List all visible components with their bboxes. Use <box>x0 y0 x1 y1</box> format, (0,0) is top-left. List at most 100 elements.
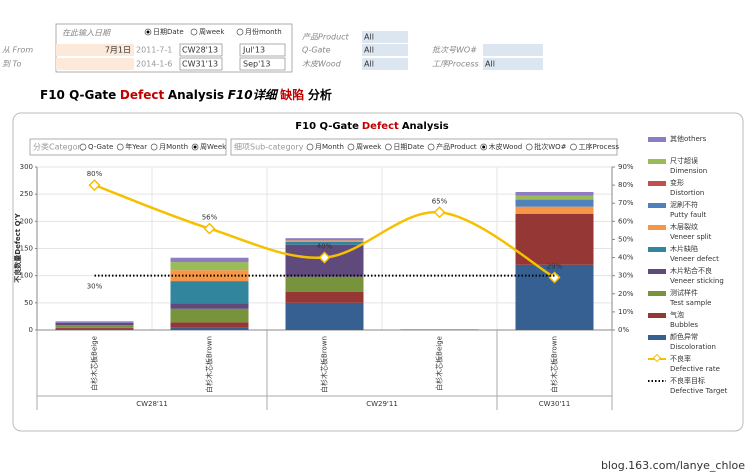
radio-button[interactable] <box>347 143 355 151</box>
y-tick-label: 150 <box>20 245 33 253</box>
legend-swatch <box>648 247 666 252</box>
y2-tick-label: 80% <box>618 181 634 189</box>
radio-label: 批次WO# <box>534 142 566 151</box>
radio-label: 日期Date <box>393 143 424 151</box>
legend-sublabel: Test sample <box>669 299 711 307</box>
bar-segment <box>170 327 249 330</box>
to-date-field[interactable] <box>56 58 134 70</box>
title-part: Defect <box>362 121 399 132</box>
filter-label: 产品Product <box>302 33 350 42</box>
line-marker <box>433 206 446 219</box>
legend-swatch <box>648 137 666 142</box>
sub-category-filter <box>230 138 618 156</box>
radio-button[interactable] <box>427 143 435 151</box>
filter-field[interactable] <box>483 44 543 56</box>
legend-sublabel: Veneer defect <box>670 255 719 263</box>
to-week-dropdown[interactable] <box>179 57 223 71</box>
bar-segment <box>285 276 364 292</box>
legend-marker <box>652 353 662 363</box>
filter-field[interactable] <box>483 58 543 70</box>
filter-field[interactable] <box>362 31 408 43</box>
radio-dot <box>482 145 486 149</box>
radio-button[interactable] <box>525 143 533 151</box>
legend-label: 气泡 <box>670 310 684 319</box>
to-week: CW31'13 <box>182 60 218 69</box>
data-label: 40% <box>317 243 333 251</box>
bar-segment <box>515 191 594 196</box>
line-marker <box>88 179 101 192</box>
filter-label: Q-Gate <box>302 46 331 55</box>
filter-value: All <box>364 46 374 55</box>
group-label: CW28'11 <box>136 400 168 408</box>
bar-segment <box>515 195 594 200</box>
title-part: 缺陷 <box>280 87 304 102</box>
legend-label: 尺寸超误 <box>670 156 698 165</box>
legend-label: 测试样件 <box>670 288 698 297</box>
radio-label: 工序Process <box>579 142 620 151</box>
radio-button[interactable] <box>116 143 124 151</box>
legend-swatch <box>648 159 666 164</box>
filter-label: 批次号WO# <box>432 46 477 55</box>
to-hint: 2014-1-6 <box>136 60 172 69</box>
legend-sublabel: Bubbles <box>670 321 698 329</box>
data-label: 56% <box>202 214 218 222</box>
radio-button[interactable] <box>306 143 314 151</box>
chart-title: F10 Q-Gate Defect Analysis <box>295 121 448 132</box>
filter-value: All <box>364 33 374 42</box>
y-tick-label: 50 <box>24 299 33 307</box>
from-month: Jul'13 <box>242 46 265 55</box>
radio-label: 年Year <box>125 142 147 151</box>
filter-label: 木皮Wood <box>302 60 342 69</box>
y2-tick-label: 60% <box>618 217 634 225</box>
radio-label: 月份month <box>245 27 282 36</box>
bar-segment <box>170 257 249 263</box>
to-month-dropdown[interactable] <box>239 57 286 71</box>
legend-label: 泥刷不符 <box>670 200 698 209</box>
title-part: Defect <box>120 88 165 102</box>
legend-swatch <box>648 225 666 230</box>
page-title: F10 Q-Gate Defect Analysis F10详细 缺陷 分析 <box>40 87 332 102</box>
legend-label: 木片缺陷 <box>670 244 698 253</box>
radio-button[interactable] <box>570 143 577 151</box>
y-axis-label: 不良数量Defect Q'Y <box>13 212 22 282</box>
radio-label: 周week <box>199 28 225 36</box>
bar-segment <box>285 302 364 330</box>
radio-button[interactable] <box>150 143 158 151</box>
title-part: 分析 <box>308 87 332 102</box>
y-tick-label: 100 <box>20 272 33 280</box>
category-label: 分类Category <box>33 142 86 152</box>
legend-swatch <box>648 269 666 274</box>
group-label: CW30'11 <box>539 400 571 408</box>
data-label: 65% <box>432 197 448 205</box>
radio-button[interactable] <box>236 28 244 36</box>
radio-button[interactable] <box>79 143 87 151</box>
y2-tick-label: 40% <box>618 254 634 262</box>
bar-segment <box>515 213 594 265</box>
bar-segment <box>55 321 134 323</box>
filter-field[interactable] <box>362 44 408 56</box>
y-tick-label: 250 <box>20 190 33 198</box>
radio-button[interactable] <box>385 143 392 151</box>
legend-label: 木片粘合不良 <box>670 266 712 275</box>
legend-sublabel: Defective Target <box>670 387 728 395</box>
sub-category-label: 细项Sub-category <box>234 142 304 152</box>
filter-value: All <box>485 60 495 69</box>
from-month-dropdown[interactable] <box>239 43 286 57</box>
from-date-field[interactable] <box>56 44 134 56</box>
x-tick-label: 白杉木芯板Brown <box>320 336 329 393</box>
legend-swatch <box>648 291 666 296</box>
line-marker <box>548 271 561 284</box>
x-tick-label: 白杉木芯板Beige <box>90 336 99 391</box>
from-week-dropdown[interactable] <box>179 43 223 57</box>
data-label: 29% <box>547 262 563 270</box>
y2-tick-label: 20% <box>618 290 634 298</box>
bar-segment <box>55 325 134 328</box>
radio-label: Q-Gate <box>88 143 113 151</box>
bar-segment <box>285 240 364 242</box>
filter-field[interactable] <box>362 58 408 70</box>
radio-button[interactable] <box>190 28 198 36</box>
bar-segment <box>170 270 249 282</box>
title-part: F10 Q-Gate <box>40 88 116 102</box>
title-part: Analysis <box>168 88 224 102</box>
